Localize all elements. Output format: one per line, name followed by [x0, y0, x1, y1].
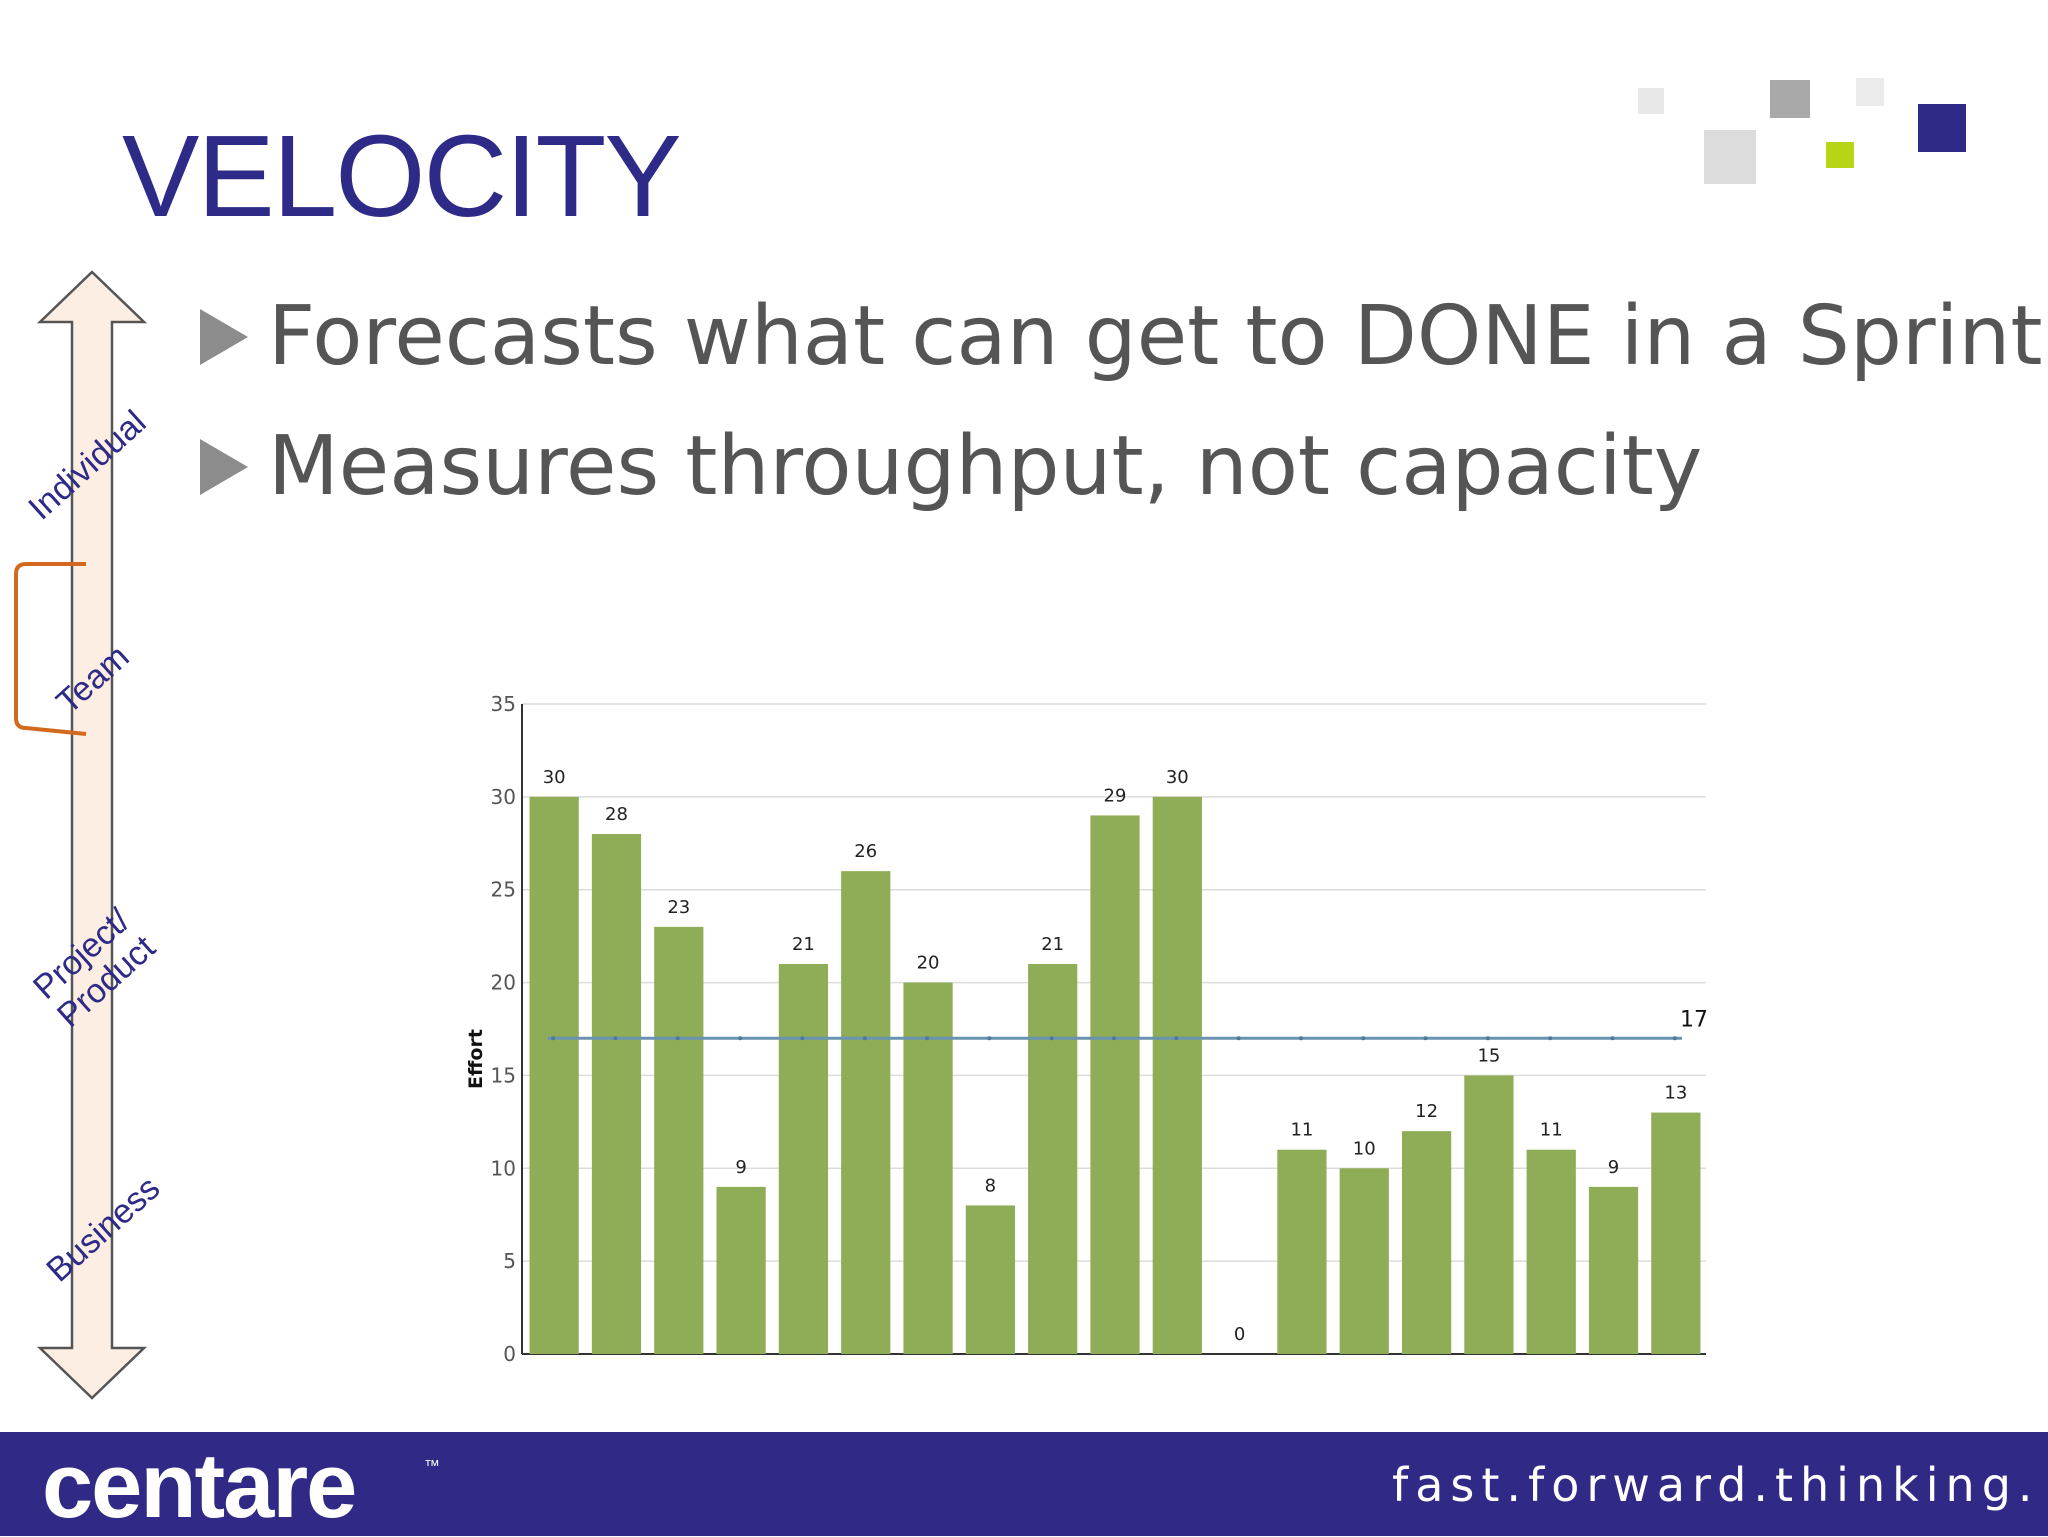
- bar-value-label: 9: [735, 1157, 746, 1178]
- bullet-text: Forecasts what can get to DONE in a Spri…: [268, 289, 2043, 384]
- average-line-marker: [800, 1036, 805, 1041]
- velocity-chart: 0 5 10 15 20 25 30 35 Effort 30 28 23 9 21 26 20 8 21 29 30…: [430, 680, 1730, 1405]
- bar: [841, 871, 891, 1354]
- average-line-marker: [1236, 1036, 1241, 1041]
- y-tick-label: 25: [491, 878, 516, 902]
- y-tick-label: 10: [491, 1156, 516, 1180]
- bar: [903, 982, 953, 1354]
- y-axis-label: Effort: [465, 1029, 487, 1089]
- average-line-marker: [551, 1036, 556, 1041]
- average-line-marker: [862, 1036, 867, 1041]
- bullet-text: Measures throughput, not capacity: [268, 419, 1703, 514]
- average-line-marker: [738, 1036, 743, 1041]
- decorative-square: [1770, 80, 1810, 118]
- decorative-square: [1918, 104, 1966, 152]
- bar-value-label: 15: [1477, 1045, 1500, 1066]
- average-line-marker: [1423, 1036, 1428, 1041]
- velocity-chart-svg: 0 5 10 15 20 25 30 35 Effort 30 28 23 9 21 26 20 8 21 29 30…: [465, 692, 1708, 1366]
- average-line-marker: [1548, 1036, 1553, 1041]
- bar: [965, 1205, 1015, 1354]
- y-tick-label: 30: [491, 785, 516, 809]
- bar: [1339, 1168, 1389, 1354]
- footer-tagline: fast.forward.thinking.: [1392, 1458, 2040, 1512]
- bar: [1277, 1149, 1327, 1354]
- average-line-marker: [1112, 1036, 1116, 1041]
- bar: [654, 926, 704, 1354]
- average-line-marker: [1049, 1036, 1054, 1041]
- bar: [1090, 815, 1140, 1354]
- team-bracket: [14, 562, 87, 736]
- bar-value-label: 0: [1234, 1324, 1245, 1345]
- average-line-marker: [1361, 1036, 1366, 1041]
- bar: [1028, 964, 1078, 1354]
- bar: [1464, 1075, 1514, 1354]
- bullet-item: Measures throughput, not capacity: [200, 426, 1702, 508]
- average-line-marker: [675, 1036, 680, 1041]
- bar-value-label: 28: [605, 804, 628, 825]
- bar-value-label: 13: [1664, 1083, 1687, 1104]
- bar: [1588, 1186, 1639, 1354]
- bar-value-label: 29: [1104, 785, 1127, 806]
- bullet-triangle-icon: [200, 439, 248, 495]
- average-line-marker: [1672, 1036, 1677, 1041]
- bar-value-label: 21: [792, 934, 815, 955]
- decorative-square: [1826, 142, 1854, 168]
- decorative-square: [1704, 130, 1756, 184]
- bar-value-label: 26: [854, 841, 877, 862]
- y-tick-label: 5: [503, 1249, 516, 1273]
- bar-value-label: 11: [1540, 1120, 1563, 1141]
- bar-value-label: 21: [1041, 934, 1064, 955]
- bar: [1152, 796, 1202, 1354]
- bar: [1401, 1131, 1452, 1354]
- average-line-marker: [1485, 1036, 1490, 1041]
- y-tick-label: 15: [491, 1063, 516, 1087]
- average-line-marker: [1174, 1036, 1179, 1041]
- decorative-square: [1856, 78, 1884, 106]
- bar-value-label: 23: [667, 897, 690, 918]
- scale-double-arrow-icon: [36, 270, 148, 1400]
- y-tick-label: 35: [491, 692, 516, 716]
- slide-title: VELOCITY: [122, 111, 682, 241]
- bullet-triangle-icon: [200, 309, 248, 365]
- bar-value-label: 11: [1290, 1120, 1313, 1141]
- bar: [1651, 1112, 1701, 1354]
- bar-value-label: 8: [985, 1175, 996, 1196]
- decorative-square: [1638, 88, 1664, 114]
- bar: [778, 964, 829, 1354]
- bar-value-label: 9: [1608, 1157, 1619, 1178]
- y-tick-label: 0: [503, 1342, 516, 1366]
- bar: [591, 834, 642, 1354]
- average-line-marker: [987, 1036, 992, 1041]
- average-value-label: 17: [1680, 1007, 1708, 1032]
- trademark-mark: ™: [424, 1458, 440, 1475]
- bar: [1526, 1149, 1576, 1354]
- y-tick-label: 20: [491, 971, 516, 995]
- bullet-item: Forecasts what can get to DONE in a Spri…: [200, 296, 2043, 378]
- bar-value-label: 12: [1415, 1101, 1438, 1122]
- bar-value-label: 10: [1353, 1138, 1376, 1159]
- bar-value-label: 30: [543, 767, 566, 788]
- bar-value-label: 20: [917, 953, 940, 974]
- average-line-marker: [1610, 1036, 1615, 1041]
- footer-bar: [0, 1432, 2048, 1536]
- average-line-marker: [613, 1036, 618, 1041]
- bar: [716, 1186, 766, 1354]
- average-line-marker: [1298, 1036, 1303, 1041]
- bar-value-label: 30: [1166, 767, 1189, 788]
- centare-logo: centare: [42, 1435, 357, 1537]
- bar: [529, 796, 579, 1354]
- average-line-marker: [925, 1036, 930, 1041]
